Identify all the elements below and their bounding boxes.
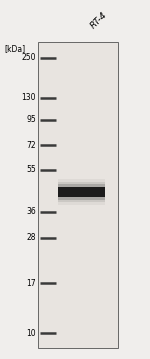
Text: [kDa]: [kDa] (4, 44, 25, 53)
Bar (58, 182, 105, 202)
Text: 17: 17 (26, 279, 36, 288)
Text: 10: 10 (26, 328, 36, 337)
Bar (58, 187, 105, 197)
Bar (58, 179, 105, 205)
Text: 95: 95 (26, 116, 36, 125)
Text: 36: 36 (26, 208, 36, 216)
Bar (58, 184, 105, 200)
Text: RT-4: RT-4 (89, 10, 109, 30)
Text: 72: 72 (26, 140, 36, 149)
Text: 130: 130 (21, 93, 36, 103)
Text: 250: 250 (21, 53, 36, 62)
Bar (38, 42, 118, 348)
Text: 55: 55 (26, 165, 36, 174)
Text: 28: 28 (27, 233, 36, 242)
